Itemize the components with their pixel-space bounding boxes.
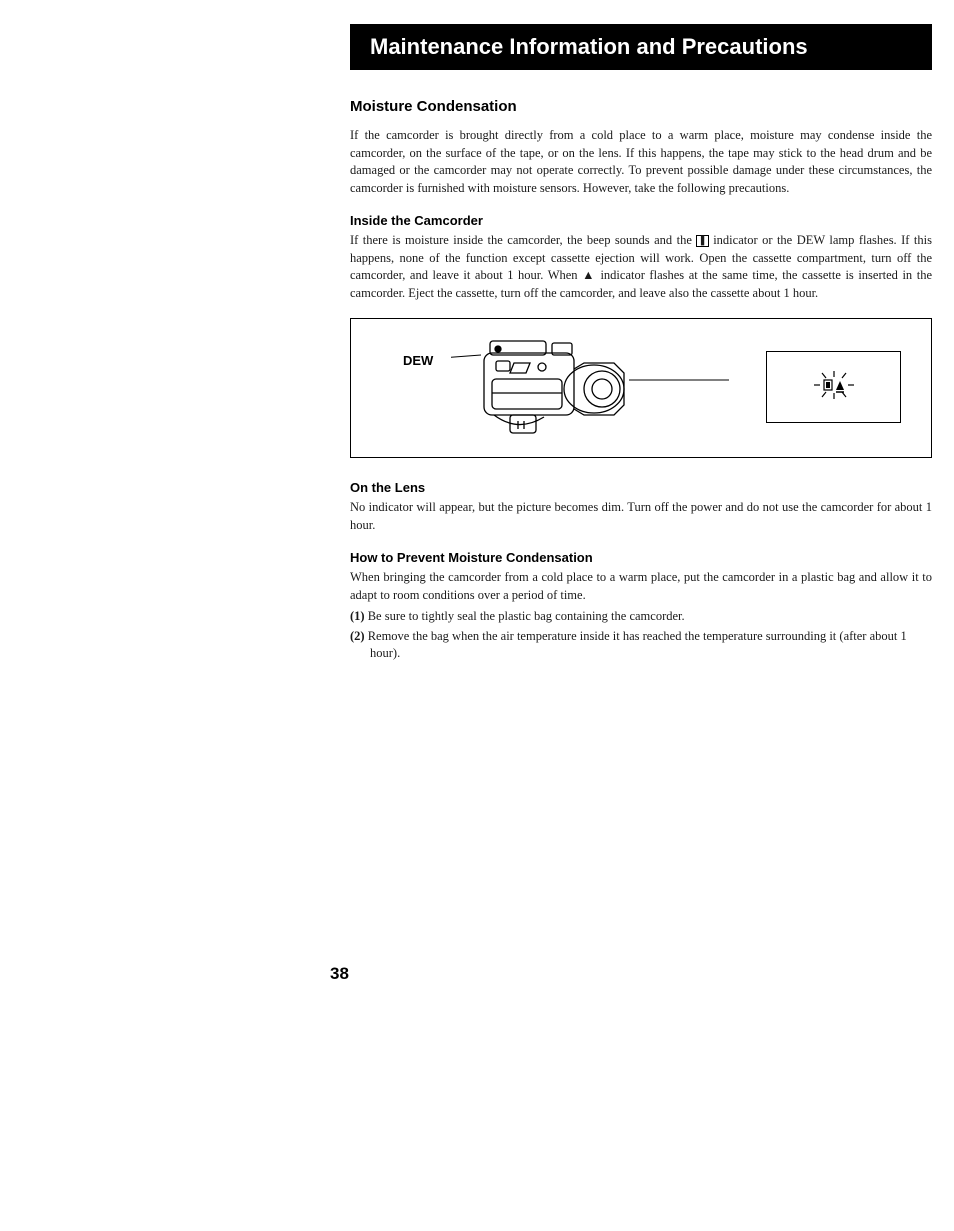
page-content: Maintenance Information and Precautions …	[350, 24, 932, 665]
sub-heading-prevent: How to Prevent Moisture Condensation	[350, 550, 932, 565]
dew-indicator-icon: ❚	[696, 235, 708, 247]
sub-heading-lens: On the Lens	[350, 480, 932, 495]
dew-label: DEW	[403, 353, 433, 368]
section-body-lens: No indicator will appear, but the pictur…	[350, 499, 932, 534]
connector-line	[629, 375, 729, 385]
list-text-1: Be sure to tightly seal the plastic bag …	[368, 609, 685, 623]
list-num-1: (1)	[350, 609, 368, 623]
lcd-screen	[766, 351, 901, 423]
eject-indicator-icon: ▲	[582, 268, 596, 282]
section-heading-moisture: Moisture Condensation	[350, 98, 932, 115]
section-body-prevent: When bringing the camcorder from a cold …	[350, 569, 932, 604]
list-num-2: (2)	[350, 629, 368, 643]
section-body-inside: If there is moisture inside the camcorde…	[350, 232, 932, 302]
list-item-1: (1) Be sure to tightly seal the plastic …	[350, 608, 932, 626]
list-text-2: Remove the bag when the air temperature …	[368, 629, 907, 661]
title-bar: Maintenance Information and Precautions	[350, 24, 932, 70]
list-item-2: (2) Remove the bag when the air temperat…	[350, 628, 932, 663]
section-body-moisture: If the camcorder is brought directly fro…	[350, 127, 932, 197]
sub-heading-inside: Inside the Camcorder	[350, 213, 932, 228]
page-number: 38	[330, 964, 349, 984]
camcorder-illustration	[466, 333, 636, 448]
title-bar-text: Maintenance Information and Precautions	[370, 34, 808, 59]
lcd-flash-icon	[804, 367, 864, 407]
text-part-a: If there is moisture inside the camcorde…	[350, 233, 696, 247]
diagram-box: DEW	[350, 318, 932, 458]
